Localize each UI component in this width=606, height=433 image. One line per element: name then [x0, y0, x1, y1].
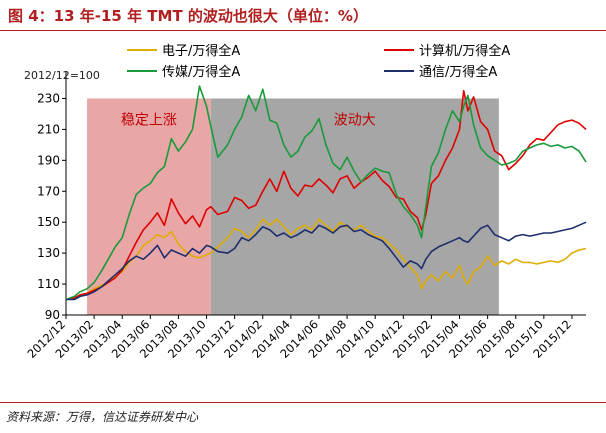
y-tick-label: 170: [37, 184, 60, 198]
y-tick-label: 190: [37, 153, 60, 167]
y-tick-label: 210: [37, 122, 60, 136]
y-tick-label: 150: [37, 215, 60, 229]
y-tick-label: 130: [37, 246, 60, 260]
source-note: 资料来源：万得，信达证券研发中心: [6, 410, 199, 424]
series-line: [66, 221, 587, 301]
series-line: [65, 89, 587, 301]
source-divider: [0, 402, 606, 403]
legend-label: 传媒/万得全A: [162, 64, 240, 80]
y-tick-label: 110: [37, 277, 60, 291]
highlight-regions: 稳定上涨 波动大: [87, 98, 499, 315]
line-chart: 稳定上涨 波动大 901101301501701902102302012/1220…: [24, 43, 587, 361]
region-label: 稳定上涨: [121, 112, 177, 128]
chart-series: [65, 85, 587, 301]
series-line: [65, 218, 587, 301]
legend-label: 计算机/万得全A: [419, 43, 510, 59]
highlight-region: [210, 98, 499, 315]
y-axis-label: 2012/12=100: [24, 69, 100, 82]
legend-label: 通信/万得全A: [419, 64, 497, 80]
figure-title: 图 4：13 年-15 年 TMT 的波动也很大（单位：%）: [8, 7, 368, 25]
chart-legend: 电子/万得全A 计算机/万得全A 传媒/万得全A 通信/万得全A: [127, 43, 510, 80]
y-tick-label: 90: [45, 308, 60, 322]
y-tick-label: 230: [37, 91, 60, 105]
region-label: 波动大: [334, 112, 376, 128]
series-line: [65, 85, 587, 301]
title-divider: [0, 30, 606, 31]
legend-label: 电子/万得全A: [162, 43, 240, 59]
